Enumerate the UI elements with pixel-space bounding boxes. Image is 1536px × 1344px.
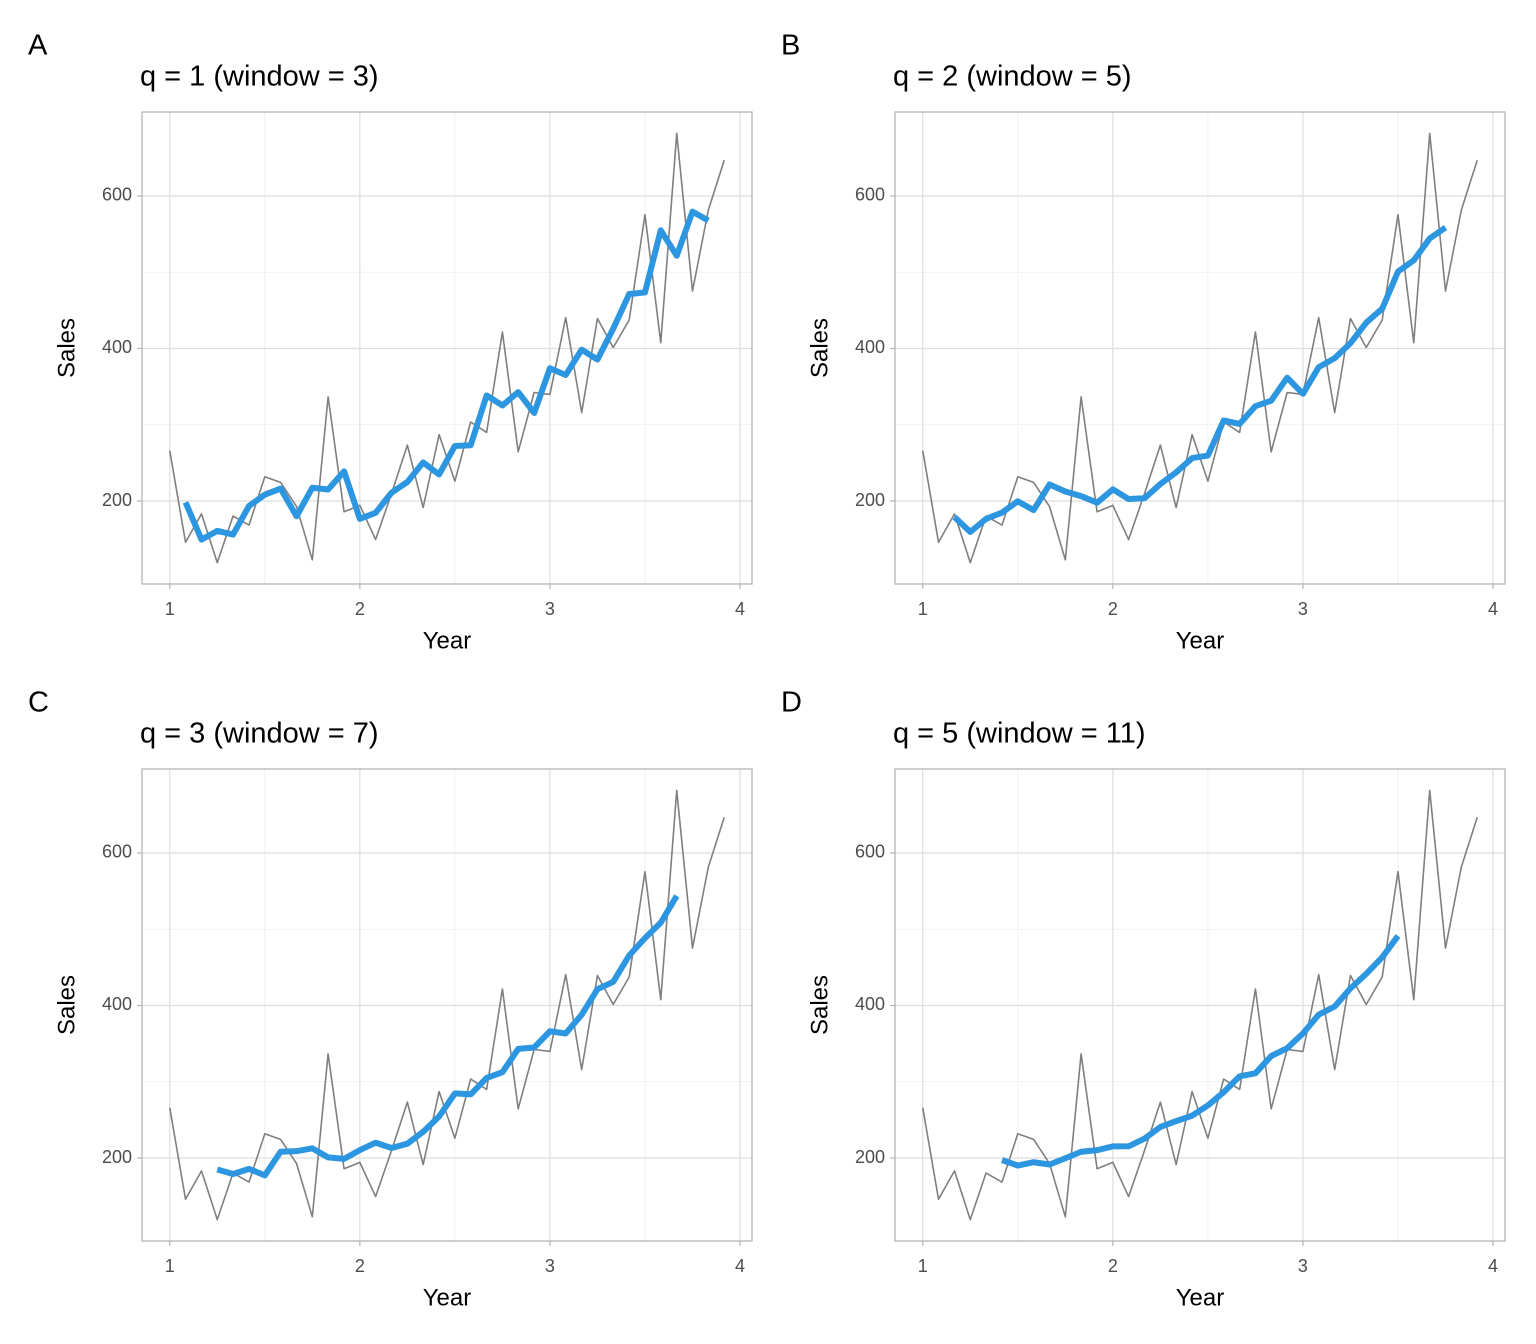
panel-tag: C — [28, 687, 49, 719]
panel-border — [894, 111, 1506, 585]
x-tick-label: 1 — [918, 599, 928, 619]
data-line — [168, 789, 726, 1221]
moving-average-line — [182, 208, 710, 543]
moving-average-line — [216, 894, 680, 1179]
x-tick-label: 3 — [1298, 1256, 1308, 1276]
x-tick-label: 2 — [355, 1256, 365, 1276]
x-tick-label: 4 — [735, 599, 745, 619]
y-tick-label: 400 — [102, 994, 132, 1014]
x-axis-title: Year — [423, 1284, 472, 1311]
x-tick-label: 1 — [918, 1256, 928, 1276]
panel: Cq = 3 (window = 7) 1 2 3 4 200 400 600 Year Sale… — [28, 687, 753, 1311]
panel-border — [141, 111, 753, 585]
panel-title: q = 5 (window = 11) — [893, 718, 1146, 750]
panel-title: q = 3 (window = 7) — [140, 718, 379, 750]
y-tick-label: 600 — [102, 185, 132, 205]
panel-tag: D — [781, 687, 802, 719]
panel-border — [141, 768, 753, 1242]
panel: Bq = 2 (window = 5) 1 2 3 4 200 400 600 Year Sale… — [781, 30, 1506, 654]
x-tick-label: 2 — [1108, 1256, 1118, 1276]
x-tick-label: 1 — [165, 599, 175, 619]
x-tick-label: 3 — [545, 599, 555, 619]
x-tick-label: 3 — [545, 1256, 555, 1276]
y-axis-title: Sales — [53, 318, 80, 378]
y-tick-label: 400 — [102, 337, 132, 357]
y-axis-title: Sales — [806, 318, 833, 378]
panel: Aq = 1 (window = 3) 1 2 3 4 200 400 600 Year Sale… — [28, 30, 753, 654]
panel-title: q = 1 (window = 3) — [140, 61, 379, 93]
x-tick-label: 4 — [1488, 1256, 1498, 1276]
y-tick-label: 200 — [102, 490, 132, 510]
y-tick-label: 400 — [855, 337, 885, 357]
panel-title: q = 2 (window = 5) — [893, 61, 1132, 93]
data-line — [921, 789, 1479, 1221]
y-axis-title: Sales — [53, 975, 80, 1035]
y-tick-label: 200 — [855, 1147, 885, 1167]
y-tick-label: 200 — [102, 1147, 132, 1167]
moving-average-line — [1001, 934, 1401, 1169]
y-tick-label: 200 — [855, 490, 885, 510]
panel-tag: B — [781, 30, 800, 62]
y-tick-label: 600 — [855, 842, 885, 862]
x-tick-label: 4 — [735, 1256, 745, 1276]
x-tick-label: 4 — [1488, 599, 1498, 619]
x-tick-label: 2 — [355, 599, 365, 619]
x-tick-label: 1 — [165, 1256, 175, 1276]
x-axis-title: Year — [1176, 1284, 1225, 1311]
x-axis-title: Year — [423, 627, 472, 654]
moving-average-line — [952, 225, 1448, 535]
y-tick-label: 600 — [102, 842, 132, 862]
x-tick-label: 3 — [1298, 599, 1308, 619]
x-tick-label: 2 — [1108, 599, 1118, 619]
panel-tag: A — [28, 30, 48, 62]
panel-border — [894, 768, 1506, 1242]
y-tick-label: 400 — [855, 994, 885, 1014]
panel: Dq = 5 (window = 11) 1 2 3 4 200 400 600 Year Sal… — [781, 687, 1506, 1311]
y-tick-label: 600 — [855, 185, 885, 205]
y-axis-title: Sales — [806, 975, 833, 1035]
x-axis-title: Year — [1176, 627, 1225, 654]
